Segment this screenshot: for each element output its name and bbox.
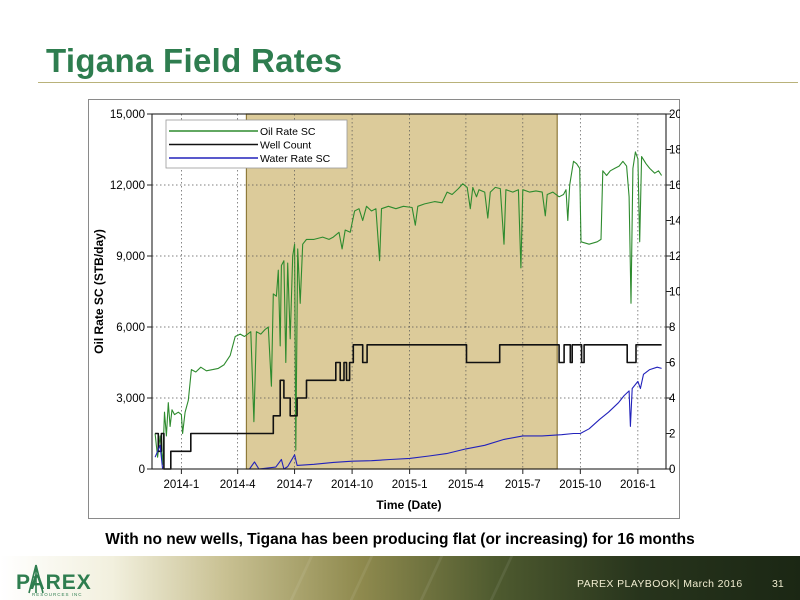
y-tick-label: 12,000: [110, 180, 145, 192]
derrick-icon: [28, 564, 44, 594]
y2-tick-label: 18: [669, 145, 680, 157]
y2-tick-label: 16: [669, 180, 680, 192]
y-tick-label: 9,000: [116, 251, 145, 263]
legend-label: Well Count: [260, 140, 311, 152]
series-line-well-count: [155, 344, 662, 470]
series-line-water-rate-sc: [154, 366, 662, 470]
logo-wordmark: PAREX: [16, 571, 92, 594]
y-tick-label: 6,000: [116, 322, 145, 334]
title-divider: [38, 82, 798, 83]
y2-tick-label: 0: [669, 464, 675, 476]
footer-band: [0, 556, 800, 600]
y-axis-label: Oil Rate SC (STB/day): [92, 229, 106, 354]
x-tick-label: 2015-1: [392, 479, 428, 491]
y2-tick-label: 14: [669, 216, 680, 228]
x-tick-label: 2014-7: [277, 479, 313, 491]
footer-text: PAREX PLAYBOOK| March 2016: [577, 578, 743, 590]
y2-tick-label: 8: [669, 322, 675, 334]
y2-tick-label: 2: [669, 429, 675, 441]
y-tick-label: 3,000: [116, 393, 145, 405]
series-line-oil-rate-sc: [154, 151, 663, 465]
x-tick-label: 2014-1: [163, 479, 199, 491]
x-tick-label: 2015-7: [505, 479, 541, 491]
y2-tick-label: 6: [669, 358, 675, 370]
y-tick-label: 15,000: [110, 109, 145, 121]
x-tick-label: 2015-10: [559, 479, 601, 491]
x-tick-label: 2016-1: [620, 479, 656, 491]
y2-tick-label: 20: [669, 109, 680, 121]
page-number: 31: [772, 578, 784, 590]
y-tick-label: 0: [139, 464, 145, 476]
parex-logo: PAREX RESOURCES INC: [16, 564, 92, 597]
x-tick-label: 2015-4: [448, 479, 484, 491]
logo-subtext: RESOURCES INC: [32, 592, 83, 597]
field-rates-chart: 0 3,000 6,000 9,000 12,000 15,000 0 2 4 6 8 10 12 14 1…: [88, 99, 706, 519]
x-tick-label: 2014-10: [331, 479, 373, 491]
x-axis-label: Time (Date): [376, 498, 441, 512]
x-tick-label: 2014-4: [220, 479, 256, 491]
legend-label: Oil Rate SC: [260, 126, 316, 138]
y2-tick-label: 10: [669, 287, 680, 299]
slide-title: Tigana Field Rates: [46, 42, 343, 79]
slide-caption: With no new wells, Tigana has been produ…: [105, 531, 695, 548]
chart-container: 0 3,000 6,000 9,000 12,000 15,000 0 2 4 6 8 10 12 14 1…: [88, 99, 706, 519]
legend-label: Water Rate SC: [260, 153, 331, 165]
y2-tick-label: 12: [669, 251, 680, 263]
y2-tick-label: 4: [669, 393, 676, 405]
